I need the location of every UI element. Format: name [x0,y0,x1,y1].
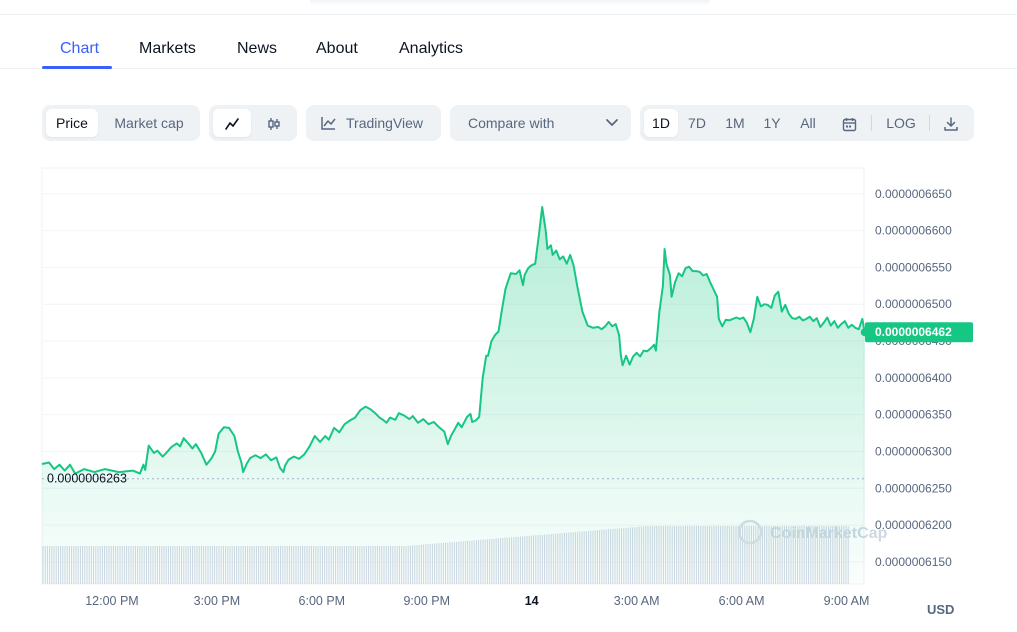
tab-about[interactable]: About [316,40,358,57]
tradingview-button[interactable]: TradingView [306,105,441,141]
currency-label: USD [927,602,955,617]
price-chart[interactable]: CoinMarketCap 0.0000006263 0.00000066500… [0,160,1017,632]
price-button[interactable]: Price [46,109,98,137]
tradingview-label: TradingView [346,115,424,131]
compare-with-dropdown[interactable]: Compare with [450,105,631,141]
market-cap-button[interactable]: Market cap [114,115,184,131]
toolbar-divider [929,115,930,131]
tab-markets[interactable]: Markets [139,40,196,57]
line-chart-button[interactable] [213,109,251,137]
y-tick-label: 0.0000006250 [875,481,952,495]
header-shadow [310,0,710,6]
price-marketcap-toggle: Price Market cap [42,105,200,141]
price-line [41,206,866,475]
range-1m-button[interactable]: 1M [725,115,745,131]
log-scale-button[interactable]: LOG [886,115,916,131]
candlestick-chart-button[interactable] [255,109,293,137]
compare-with-label: Compare with [468,115,555,131]
x-tick-label: 3:00 AM [614,594,660,608]
last-price-label: 0.0000006462 [875,325,952,339]
section-tabs: Chart Markets News About Analytics [0,30,1017,69]
last-price-badge [865,322,973,343]
x-tick-label: 9:00 AM [824,594,870,608]
y-tick-label: 0.0000006400 [875,371,952,385]
x-tick-label: 12:00 PM [85,594,139,608]
x-tick-label: 6:00 PM [299,594,346,608]
y-tick-label: 0.0000006500 [875,297,952,311]
y-tick-label: 0.0000006300 [875,444,952,458]
price-area-fill [42,207,865,584]
x-tick-label: 6:00 AM [719,594,765,608]
y-tick-label: 0.0000006550 [875,260,952,274]
x-tick-label: 9:00 PM [403,594,450,608]
toolbar-divider [871,115,872,131]
tradingview-icon [321,117,336,130]
y-tick-label: 0.0000006350 [875,408,952,422]
download-icon [944,117,958,132]
range-7d-button[interactable]: 7D [688,115,706,131]
tab-analytics[interactable]: Analytics [399,40,464,57]
download-button[interactable] [934,109,968,137]
active-tab-underline [42,66,112,69]
chart-type-toggle [209,105,297,141]
tab-chart[interactable]: Chart [60,40,100,57]
range-1d-button[interactable]: 1D [644,109,678,137]
y-tick-label: 0.0000006650 [875,187,952,201]
candlestick-icon [268,118,280,131]
low-price-label: 0.0000006263 [47,472,127,486]
range-1y-button[interactable]: 1Y [763,115,781,131]
y-tick-label: 0.0000006200 [875,518,952,532]
range-selector: 1D 7D 1M 1Y All LOG [640,105,974,141]
y-axis: 0.0000006650 0.0000006600 0.0000006550 0.00… [875,187,952,569]
x-axis: 12:00 PM 3:00 PM 6:00 PM 9:00 PM 14 3:00 AM 6:… [85,594,869,608]
y-tick-label: 0.0000006600 [875,224,952,238]
line-chart-icon [225,118,239,131]
top-strip [0,0,1017,15]
y-tick-label: 0.0000006150 [875,555,952,569]
price-chart-svg: CoinMarketCap 0.0000006263 0.00000066500… [41,167,973,608]
calendar-button[interactable] [832,109,866,137]
calendar-icon [842,117,856,131]
x-tick-label: 14 [525,594,539,608]
chart-toolbar: Price Market cap TradingView Compare wit… [42,105,974,141]
chevron-down-icon [606,119,618,126]
tab-news[interactable]: News [237,40,278,57]
x-tick-label: 3:00 PM [194,594,241,608]
range-all-button[interactable]: All [800,115,816,131]
